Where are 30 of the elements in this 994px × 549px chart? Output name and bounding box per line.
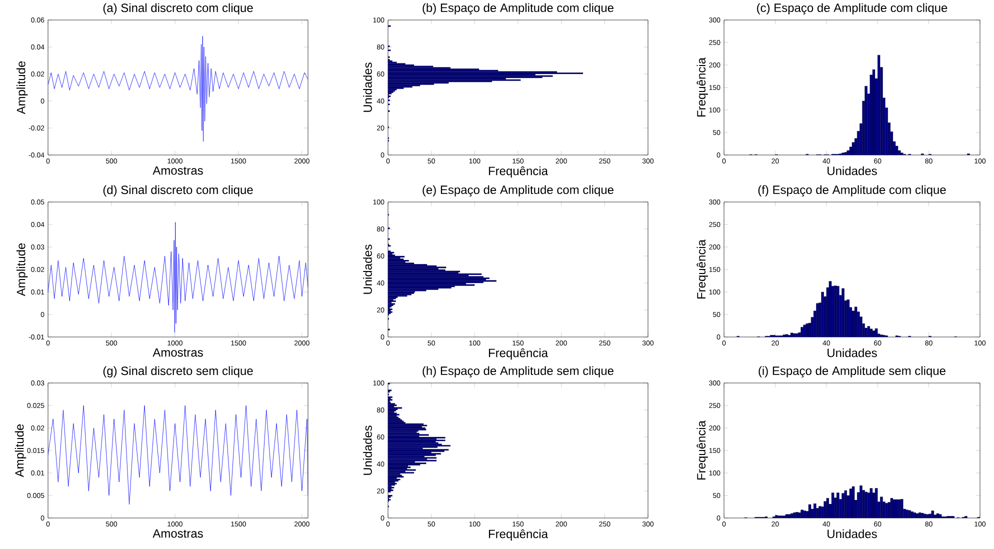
x-axis-title: Amostras xyxy=(152,348,203,357)
y-axis-title: Amplitude xyxy=(16,243,28,296)
y-axis-title: Amplitude xyxy=(14,424,26,478)
chart-title: (b) Espaço de Amplitude com clique xyxy=(422,3,614,14)
y-axis-title: Frequência xyxy=(696,57,708,117)
x-axis-title: Unidades xyxy=(828,348,877,358)
chart-title: (e) Espaço de Amplitude com clique xyxy=(422,185,614,196)
chart-title: (i) Espaço de Amplitude sem clique xyxy=(758,366,946,378)
y-axis-title: Unidades xyxy=(363,426,372,475)
x-axis-title: Amostras xyxy=(152,529,203,538)
chart-title: (c) Espaço de Amplitude com clique xyxy=(757,3,948,14)
line-series xyxy=(48,36,308,142)
line-series xyxy=(48,405,308,505)
chart-title: (g) Sinal discreto sem clique xyxy=(103,366,253,378)
chart-title: (d) Sinal discreto com clique xyxy=(103,185,253,196)
y-axis-title: Frequência xyxy=(696,420,708,480)
chart-title: (f) Espaço de Amplitude com clique xyxy=(758,185,946,196)
chart-title: (a) Sinal discreto com clique xyxy=(103,3,253,14)
y-axis-title: Frequência xyxy=(696,239,708,299)
line-series xyxy=(48,222,308,333)
y-axis-title: Amplitude xyxy=(16,61,28,114)
x-axis-title: Frequência xyxy=(488,529,548,541)
x-axis-title: Frequência xyxy=(488,166,548,178)
x-axis-title: Amostras xyxy=(152,166,203,175)
x-axis-title: Unidades xyxy=(828,529,877,538)
x-axis-title: Unidades xyxy=(828,166,877,176)
y-axis-title: Unidades xyxy=(363,244,372,294)
x-axis-title: Frequência xyxy=(488,348,548,360)
chart-title: (h) Espaço de Amplitude sem clique xyxy=(422,366,614,378)
y-axis-title: Unidades xyxy=(363,62,372,112)
